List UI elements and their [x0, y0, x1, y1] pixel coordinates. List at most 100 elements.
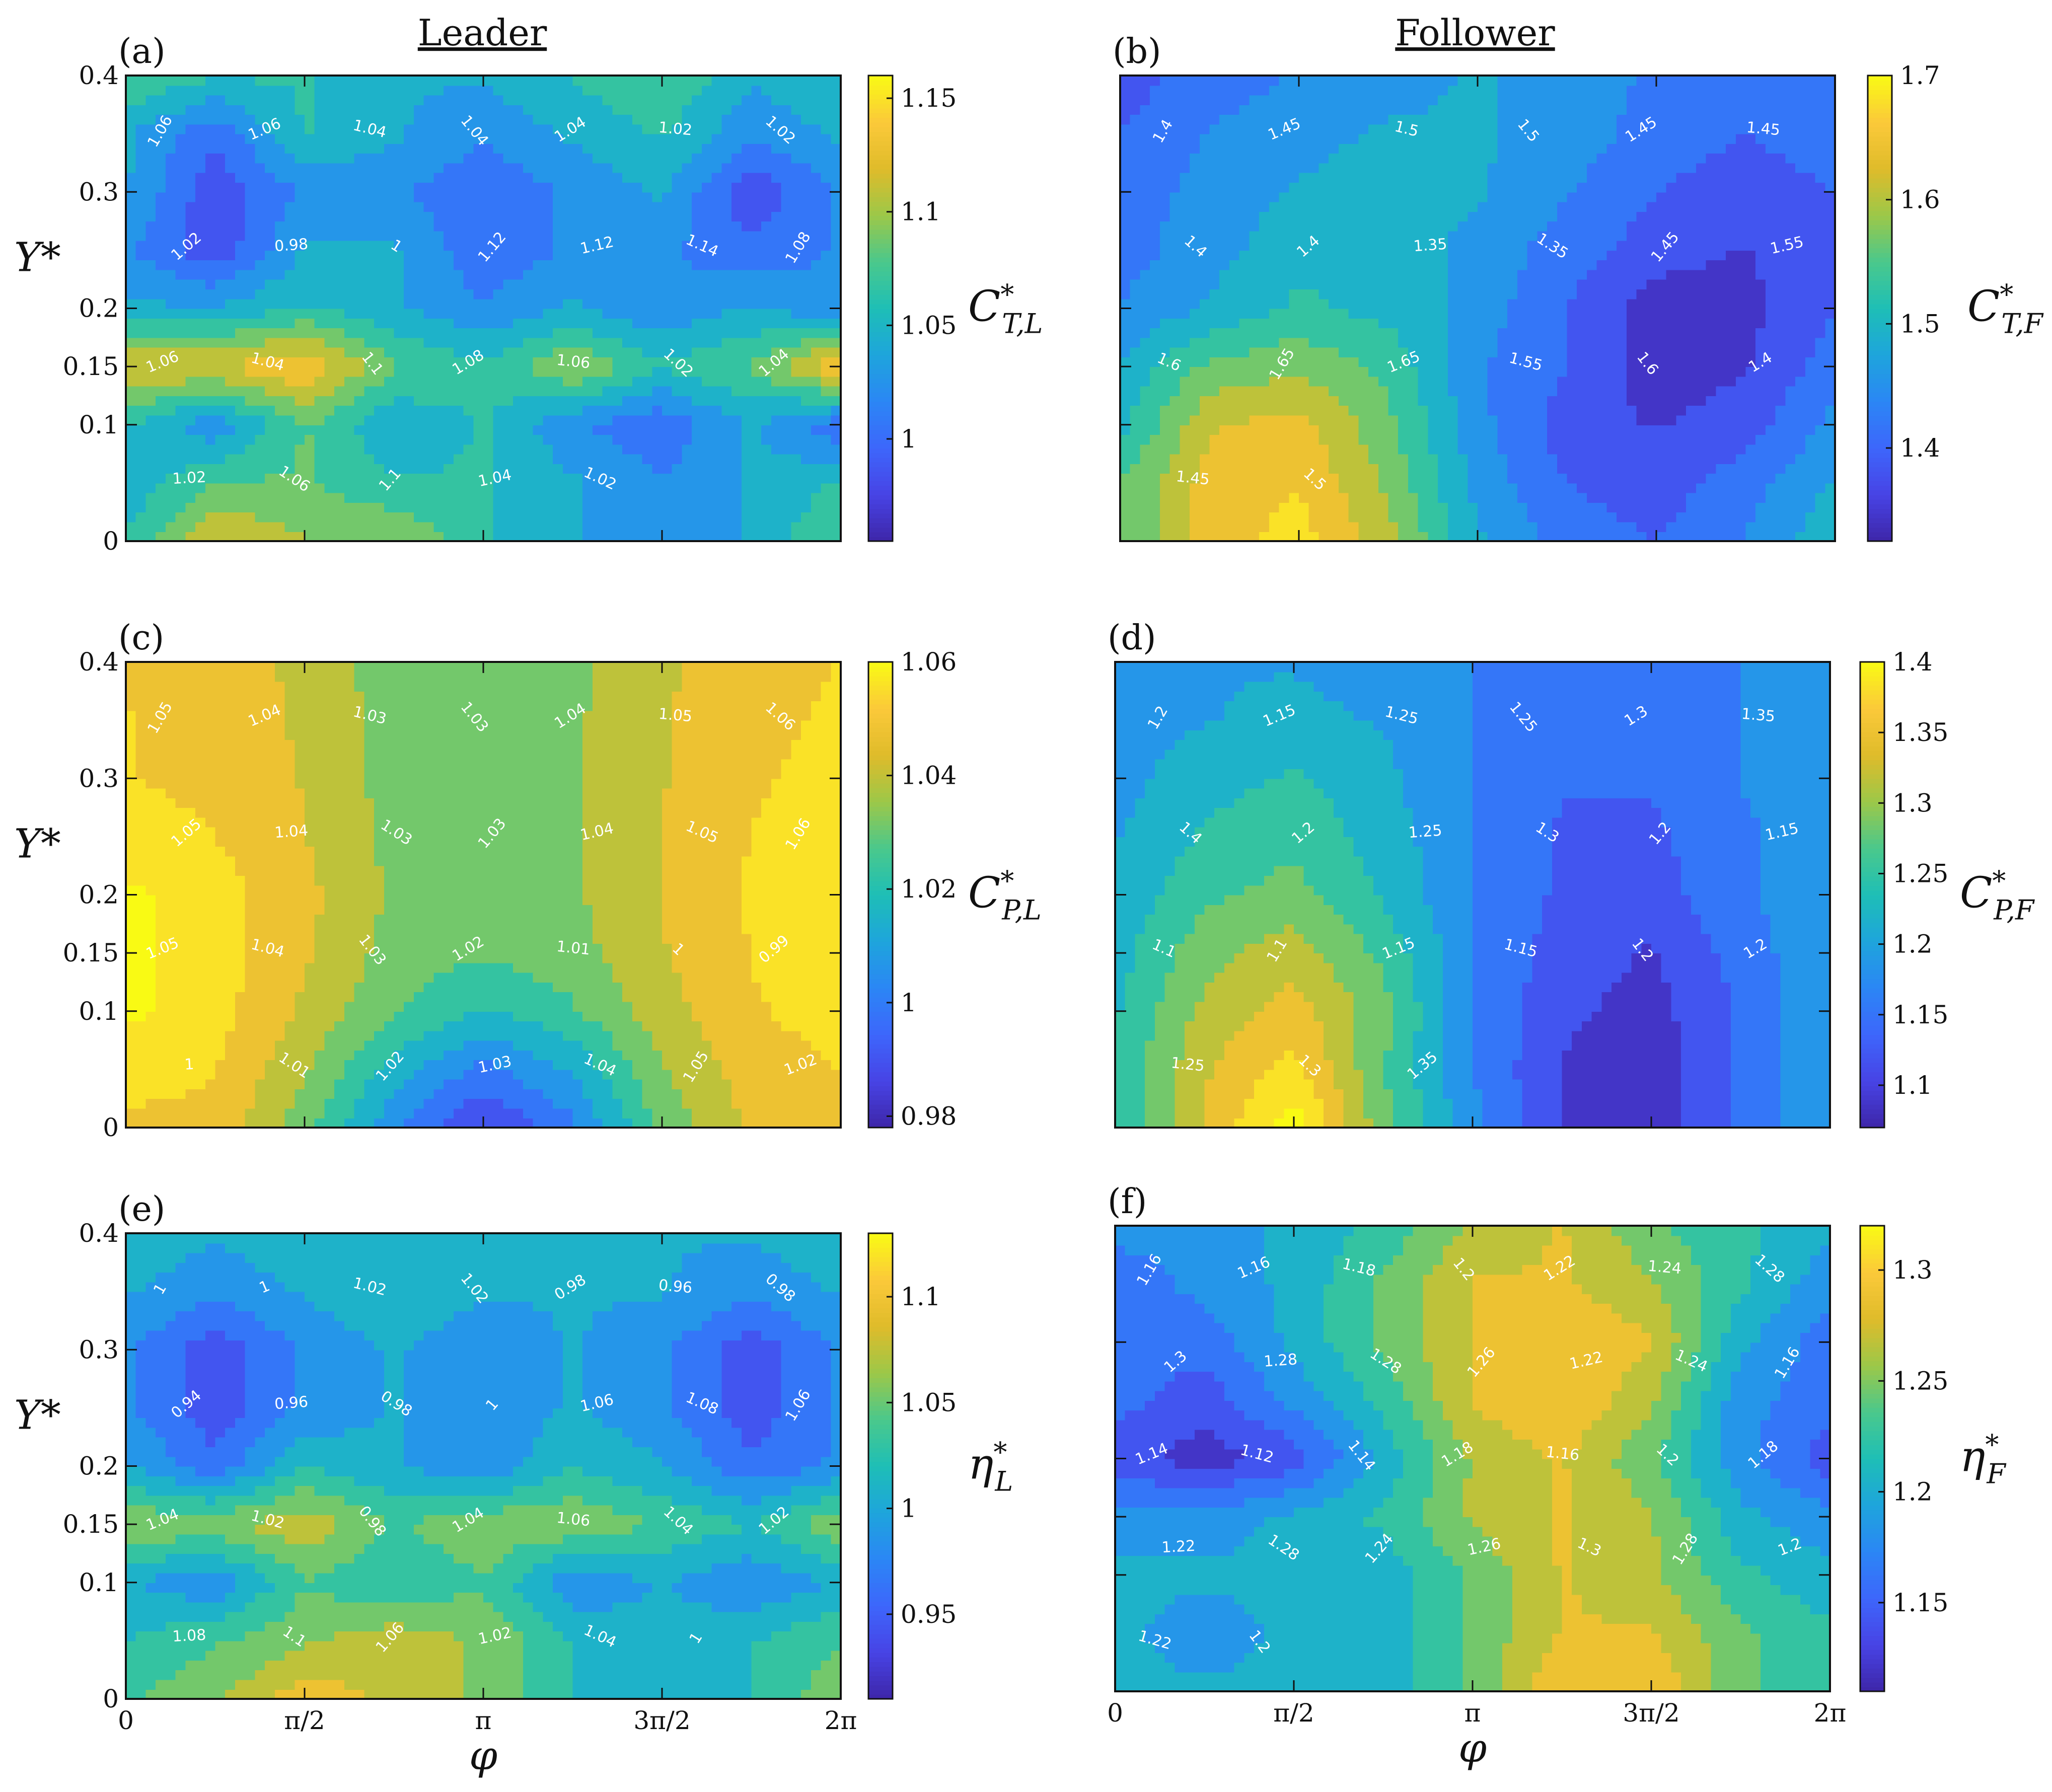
- contour-cell: [1308, 434, 1320, 445]
- contour-cell: [404, 269, 414, 280]
- contour-cell: [771, 289, 782, 300]
- contour-cell: [602, 463, 613, 474]
- contour-cell: [543, 104, 553, 115]
- contour-cell: [592, 221, 603, 232]
- contour-cell: [1636, 434, 1647, 445]
- contour-cell: [652, 512, 663, 522]
- contour-cell: [1120, 376, 1131, 387]
- contour-cell: [652, 424, 663, 435]
- contour-cell: [324, 376, 335, 387]
- contour-cell: [1447, 386, 1458, 396]
- contour-cell: [602, 289, 613, 300]
- contour-cell: [1259, 424, 1270, 435]
- contour-cell: [284, 182, 296, 193]
- contour-cell: [602, 386, 613, 396]
- contour-cell: [1795, 444, 1806, 455]
- contour-cell: [711, 405, 722, 416]
- contour-cell: [354, 395, 365, 406]
- contour-cell: [582, 201, 593, 212]
- contour-cell: [463, 260, 474, 270]
- contour-cell: [771, 492, 782, 503]
- contour-cell: [483, 405, 494, 416]
- contour-cell: [463, 434, 474, 445]
- contour-cell: [1547, 483, 1558, 493]
- contour-cell: [1537, 405, 1548, 416]
- contour-cell: [295, 172, 305, 183]
- contour-cell: [721, 133, 732, 144]
- contour-cell: [1497, 415, 1508, 425]
- contour-cell: [692, 531, 702, 542]
- contour-cell: [126, 85, 136, 96]
- contour-cell: [1577, 531, 1587, 542]
- contour-cell: [165, 231, 176, 241]
- contour-cell: [305, 463, 315, 474]
- contour-cell: [314, 521, 325, 532]
- contour-cell: [135, 76, 146, 86]
- contour-cell: [781, 366, 792, 377]
- contour-cell: [1795, 502, 1806, 513]
- contour-cell: [672, 502, 683, 513]
- contour-cell: [1468, 395, 1478, 406]
- contour-cell: [572, 201, 583, 212]
- contour-cell: [175, 337, 186, 348]
- contour-cell: [1686, 376, 1697, 387]
- contour-cell: [1617, 521, 1627, 532]
- contour-cell: [195, 454, 206, 464]
- contour-cell: [463, 308, 474, 319]
- contour-cell: [1169, 454, 1181, 464]
- contour-cell: [463, 483, 474, 493]
- contour-cell: [692, 298, 702, 309]
- contour-cell: [1577, 521, 1587, 532]
- contour-cell: [423, 143, 434, 154]
- y-tick-label: 0: [103, 527, 119, 556]
- column-header-follower: Follower: [1395, 12, 1555, 54]
- contour-cell: [1775, 366, 1786, 377]
- contour-cell: [1219, 356, 1230, 367]
- contour-cell: [364, 444, 375, 455]
- contour-cell: [364, 492, 375, 503]
- contour-cell: [1557, 454, 1568, 464]
- contour-cell: [284, 483, 296, 493]
- contour-cell: [612, 260, 623, 270]
- contour-cell: [692, 347, 702, 357]
- contour-cell: [195, 163, 206, 173]
- contour-cell: [1716, 415, 1726, 425]
- contour-cell: [1219, 405, 1230, 416]
- contour-cell: [483, 347, 494, 357]
- contour-cell: [523, 76, 534, 86]
- contour-cell: [135, 298, 146, 309]
- contour-cell: [721, 85, 732, 96]
- contour-cell: [791, 279, 802, 289]
- contour-cell: [205, 415, 216, 425]
- contour-cell: [374, 221, 385, 232]
- contour-cell: [195, 328, 206, 338]
- contour-cell: [503, 347, 514, 357]
- contour-cell: [453, 502, 464, 513]
- contour-cell: [1279, 531, 1290, 542]
- contour-cell: [135, 434, 146, 445]
- contour-cell: [1785, 444, 1796, 455]
- contour-cell: [1368, 415, 1379, 425]
- contour-cell: [274, 221, 285, 232]
- contour-cell: [662, 289, 673, 300]
- contour-cell: [284, 153, 296, 164]
- contour-cell: [533, 211, 544, 222]
- contour-cell: [1398, 463, 1409, 474]
- contour-cell: [1755, 405, 1766, 416]
- contour-cell: [533, 260, 544, 270]
- contour-cell: [354, 298, 365, 309]
- contour-cell: [284, 85, 296, 96]
- contour-cell: [1507, 395, 1518, 406]
- contour-cell: [582, 386, 593, 396]
- contour-cell: [692, 308, 702, 319]
- contour-cell: [205, 76, 216, 86]
- contour-cell: [533, 492, 544, 503]
- contour-cell: [761, 104, 772, 115]
- contour-cell: [1457, 512, 1469, 522]
- contour-cell: [622, 279, 633, 289]
- contour-cell: [692, 405, 702, 416]
- contour-cell: [831, 76, 841, 86]
- contour-cell: [404, 182, 414, 193]
- contour-cell: [1577, 473, 1587, 484]
- contour-cell: [1745, 395, 1756, 406]
